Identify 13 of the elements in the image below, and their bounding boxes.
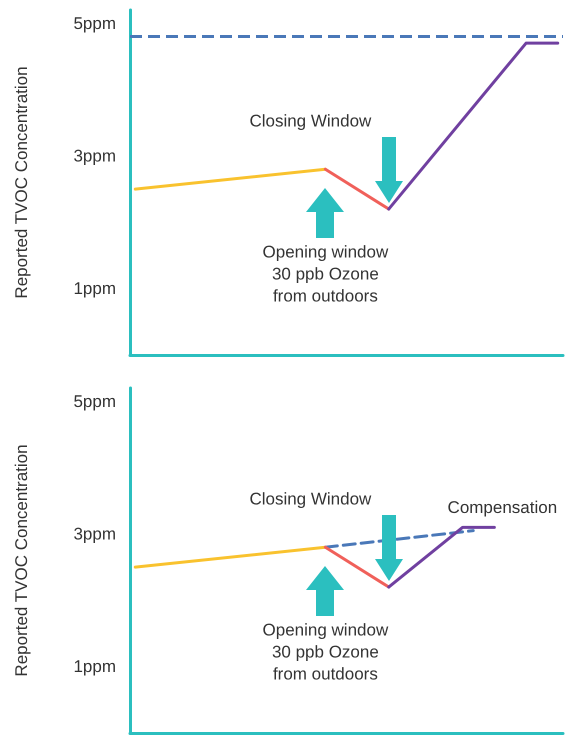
annotation: Opening window 30 ppb Ozone from outdoors [262,242,389,306]
annotation: Opening window 30 ppb Ozone from outdoors [262,620,389,684]
y-tick-label: 1ppm [73,657,116,676]
annotation: Compensation [448,498,558,517]
y-tick-label: 5ppm [73,14,116,33]
y-tick-label: 5ppm [73,392,116,411]
y-axis-title: Reported TVOC Concentration [12,444,31,677]
y-tick-label: 1ppm [73,279,116,298]
annotation: Closing Window [249,490,372,509]
annotation: Closing Window [249,112,372,131]
y-tick-label: 3ppm [73,146,116,166]
y-axis-title: Reported TVOC Concentration [12,66,31,299]
y-tick-label: 3ppm [73,524,116,544]
